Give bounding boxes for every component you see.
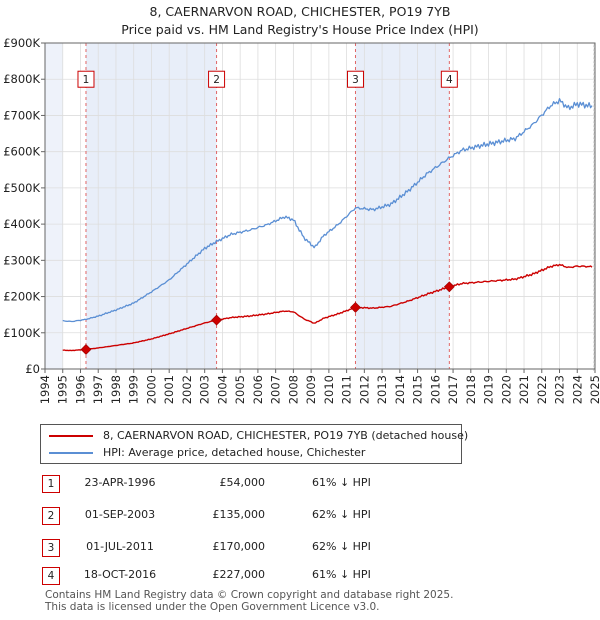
x-tick-label: 2008 — [286, 375, 300, 404]
legend-swatch-hpi — [49, 452, 93, 454]
sale-date: 23-APR-1996 — [84, 476, 156, 489]
sale-label-box-3 — [346, 70, 364, 88]
x-tick-label: 1998 — [109, 375, 123, 404]
y-tick-label: £300K — [3, 253, 40, 267]
sale-date: 18-OCT-2016 — [83, 568, 157, 581]
sale-number: 4 — [42, 567, 60, 585]
sale-hpi-diff: 61% ↓ HPI — [312, 568, 371, 581]
sale-label-text-1: 1 — [83, 74, 90, 86]
x-tick-label: 2017 — [446, 375, 460, 404]
sale-marker-4 — [443, 281, 455, 293]
x-tick-label: 2022 — [535, 375, 549, 404]
y-tick-label: £700K — [3, 108, 40, 122]
y-tick-label: £500K — [3, 181, 40, 195]
table-row: 2 01-SEP-2003 £135,000 62% ↓ HPI — [0, 505, 600, 525]
x-tick-label: 2025 — [588, 375, 600, 404]
sale-hpi-diff: 61% ↓ HPI — [312, 476, 371, 489]
x-tick-label: 2006 — [251, 375, 265, 404]
sale-date: 01-SEP-2003 — [84, 508, 156, 521]
x-tick-label: 1997 — [91, 375, 105, 404]
legend-swatch-property — [49, 435, 93, 437]
x-tick-label: 2004 — [215, 375, 229, 404]
legend-label-hpi: HPI: Average price, detached house, Chic… — [103, 446, 366, 459]
x-tick-label: 2012 — [357, 375, 371, 404]
table-row: 1 23-APR-1996 £54,000 61% ↓ HPI — [0, 473, 600, 493]
legend-label-property: 8, CAERNARVON ROAD, CHICHESTER, PO19 7YB… — [103, 429, 469, 442]
chart-title: 8, CAERNARVON ROAD, CHICHESTER, PO19 7YB — [149, 4, 451, 19]
x-tick-label: 1996 — [73, 375, 87, 404]
chart-subtitle: Price paid vs. HM Land Registry's House … — [121, 22, 479, 37]
x-tick-label: 2005 — [233, 375, 247, 404]
x-tick-label: 2021 — [517, 375, 531, 404]
sale-marker-3 — [350, 301, 361, 313]
y-tick-label: £600K — [3, 145, 40, 159]
ownership-period-band — [355, 43, 450, 369]
x-tick-label: 1999 — [127, 375, 141, 404]
x-tick-label: 2000 — [144, 375, 158, 404]
x-tick-label: 2010 — [322, 375, 336, 404]
sale-price: £135,000 — [212, 508, 266, 521]
y-tick-label: £900K — [3, 36, 40, 50]
y-tick-label: £100K — [3, 326, 40, 340]
sale-marker-1 — [80, 344, 92, 355]
y-tick-label: £800K — [3, 72, 40, 86]
table-row: 4 18-OCT-2016 £227,000 61% ↓ HPI — [0, 565, 600, 585]
x-tick-label: 2016 — [428, 375, 442, 404]
x-tick-label: 1995 — [56, 375, 70, 404]
plot-frame — [44, 42, 596, 370]
x-tick-label: 2009 — [304, 375, 318, 404]
x-tick-label: 1994 — [38, 375, 52, 404]
price-chart: 1 2 3 4 £0 £100K £200K £300K £400K £500K £600K £70… — [3, 36, 600, 404]
x-tick-label: 2023 — [553, 375, 567, 404]
x-tick-label: 2001 — [162, 375, 176, 404]
x-tick-label: 2011 — [340, 375, 354, 404]
footer-license: This data is licensed under the Open Gov… — [45, 600, 380, 613]
x-tick-label: 2007 — [269, 375, 283, 404]
x-tick-label: 2019 — [482, 375, 496, 404]
property-price-line — [62, 263, 593, 352]
x-tick-label: 2015 — [411, 375, 425, 404]
sale-hpi-diff: 62% ↓ HPI — [312, 508, 371, 521]
x-tick-label: 2013 — [375, 375, 389, 404]
pre-data-region — [45, 43, 63, 369]
sale-label-box-4 — [440, 70, 458, 88]
sale-hpi-diff: 62% ↓ HPI — [312, 540, 371, 553]
chart-legend: 8, CAERNARVON ROAD, CHICHESTER, PO19 7YB… — [40, 424, 468, 464]
x-tick-label: 2003 — [198, 375, 212, 404]
x-tick-label: 2020 — [499, 375, 513, 404]
sale-date: 01-JUL-2011 — [86, 540, 154, 553]
y-tick-label: £400K — [3, 217, 40, 231]
footer-copyright: Contains HM Land Registry data © Crown c… — [45, 589, 454, 601]
sale-number: 3 — [42, 539, 60, 557]
sale-marker-2 — [211, 314, 222, 326]
x-tick-label: 2018 — [464, 375, 478, 404]
sale-number: 2 — [42, 507, 60, 525]
sale-label-text-2: 2 — [213, 74, 220, 86]
footer: Contains HM Land Registry data © Crown c… — [45, 589, 454, 613]
sale-price: £54,000 — [219, 476, 266, 489]
x-tick-label: 2014 — [393, 375, 407, 404]
sale-number: 1 — [42, 475, 60, 493]
hpi-line — [62, 98, 593, 323]
x-tick-label: 2002 — [180, 375, 194, 404]
sale-label-box-2 — [208, 70, 226, 88]
table-row: 3 01-JUL-2011 £170,000 62% ↓ HPI — [0, 537, 600, 557]
sale-label-box-1 — [77, 70, 95, 88]
sale-label-text-3: 3 — [352, 74, 359, 86]
sale-price: £170,000 — [212, 540, 266, 553]
sale-price: £227,000 — [212, 568, 266, 581]
y-tick-label: £200K — [3, 290, 40, 304]
forecast-hatch-area — [593, 43, 595, 369]
x-tick-label: 2024 — [570, 375, 584, 404]
sale-label-text-4: 4 — [446, 74, 453, 86]
y-tick-label: £0 — [25, 362, 40, 376]
